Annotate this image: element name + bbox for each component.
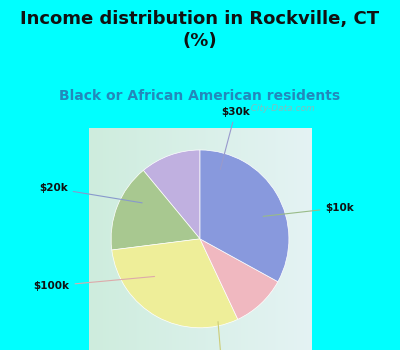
Wedge shape	[112, 239, 238, 328]
Wedge shape	[111, 170, 200, 250]
Text: Income distribution in Rockville, CT
(%): Income distribution in Rockville, CT (%)	[20, 10, 380, 50]
Text: $125k: $125k	[204, 322, 240, 350]
Text: Black or African American residents: Black or African American residents	[60, 89, 340, 103]
Wedge shape	[143, 150, 200, 239]
Wedge shape	[200, 150, 289, 282]
Text: City-Data.com: City-Data.com	[245, 104, 315, 113]
Text: $30k: $30k	[220, 107, 250, 169]
Circle shape	[241, 102, 253, 114]
Text: $20k: $20k	[39, 183, 142, 203]
Text: $100k: $100k	[34, 276, 154, 291]
Wedge shape	[200, 239, 278, 319]
Text: $10k: $10k	[263, 203, 354, 216]
